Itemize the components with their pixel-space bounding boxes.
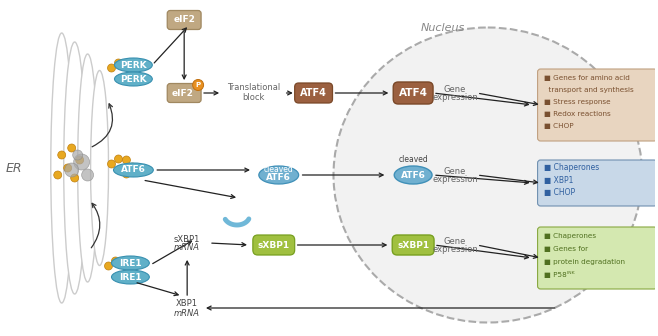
Ellipse shape xyxy=(114,72,152,86)
Text: ■ Genes for: ■ Genes for xyxy=(544,246,588,252)
Text: ATF4: ATF4 xyxy=(300,88,327,98)
Circle shape xyxy=(82,169,93,181)
Circle shape xyxy=(122,60,130,68)
Circle shape xyxy=(120,272,128,280)
FancyBboxPatch shape xyxy=(295,83,332,103)
Text: P: P xyxy=(195,82,201,88)
Circle shape xyxy=(126,265,134,273)
FancyBboxPatch shape xyxy=(538,69,657,141)
Text: ATF6: ATF6 xyxy=(401,170,426,179)
Text: ■ P58ᴵᴺᴷ: ■ P58ᴵᴺᴷ xyxy=(544,271,574,279)
Circle shape xyxy=(114,155,122,163)
Circle shape xyxy=(105,262,113,270)
Circle shape xyxy=(193,80,203,90)
Text: ■ protein degradation: ■ protein degradation xyxy=(544,259,624,265)
Circle shape xyxy=(58,151,66,159)
Circle shape xyxy=(70,174,79,182)
Text: eIF2: eIF2 xyxy=(171,88,193,97)
Text: ■ Chaperones: ■ Chaperones xyxy=(544,164,599,172)
Text: IRE1: IRE1 xyxy=(119,258,141,267)
Text: block: block xyxy=(243,93,265,102)
Text: PERK: PERK xyxy=(120,75,147,84)
Circle shape xyxy=(122,156,130,164)
Text: expression: expression xyxy=(432,93,478,102)
Text: XBP1: XBP1 xyxy=(176,299,198,308)
Text: sXBP1: sXBP1 xyxy=(258,241,290,250)
Ellipse shape xyxy=(51,33,72,303)
Ellipse shape xyxy=(114,58,152,72)
Circle shape xyxy=(128,67,136,75)
Circle shape xyxy=(64,163,79,177)
Text: ■ XBP1: ■ XBP1 xyxy=(544,175,573,184)
Text: ■ Stress response: ■ Stress response xyxy=(544,99,610,105)
Circle shape xyxy=(122,74,130,82)
Text: sXBP1: sXBP1 xyxy=(397,241,429,250)
Text: transport and synthesis: transport and synthesis xyxy=(544,87,633,93)
Ellipse shape xyxy=(113,163,153,177)
Circle shape xyxy=(72,150,83,160)
Ellipse shape xyxy=(111,270,149,284)
Ellipse shape xyxy=(259,166,299,184)
Text: cleaved: cleaved xyxy=(264,165,293,173)
Circle shape xyxy=(128,163,136,171)
Text: mRNA: mRNA xyxy=(174,308,200,318)
Text: ■ CHOP: ■ CHOP xyxy=(544,187,574,197)
FancyBboxPatch shape xyxy=(393,82,433,104)
Circle shape xyxy=(54,171,62,179)
Text: PERK: PERK xyxy=(120,60,147,70)
FancyBboxPatch shape xyxy=(538,160,657,206)
Text: expression: expression xyxy=(432,175,478,184)
Circle shape xyxy=(68,144,76,152)
Text: Gene: Gene xyxy=(443,237,466,246)
Circle shape xyxy=(107,160,116,168)
FancyBboxPatch shape xyxy=(253,235,295,255)
Text: ■ CHOP: ■ CHOP xyxy=(544,123,573,129)
Ellipse shape xyxy=(64,42,86,294)
FancyBboxPatch shape xyxy=(538,227,657,289)
Text: ATF6: ATF6 xyxy=(121,166,146,174)
Circle shape xyxy=(76,156,84,164)
Circle shape xyxy=(107,64,116,72)
Ellipse shape xyxy=(78,54,97,282)
Text: ■ Genes for amino acid: ■ Genes for amino acid xyxy=(544,75,630,81)
FancyBboxPatch shape xyxy=(167,10,201,30)
Text: Nucleus: Nucleus xyxy=(421,23,465,33)
Text: IRE1: IRE1 xyxy=(119,272,141,282)
Text: sXBP1: sXBP1 xyxy=(174,235,200,244)
Text: cleaved: cleaved xyxy=(398,156,428,165)
Text: Translational: Translational xyxy=(227,84,280,92)
Ellipse shape xyxy=(334,28,642,323)
Text: Gene: Gene xyxy=(443,84,466,93)
Circle shape xyxy=(122,170,130,178)
Text: ■ Chaperones: ■ Chaperones xyxy=(544,233,595,239)
Text: ATF4: ATF4 xyxy=(399,88,428,98)
FancyBboxPatch shape xyxy=(167,84,201,102)
Circle shape xyxy=(111,257,120,265)
FancyBboxPatch shape xyxy=(392,235,434,255)
Text: eIF2: eIF2 xyxy=(173,15,195,25)
Circle shape xyxy=(120,258,128,266)
Text: ■ Redox reactions: ■ Redox reactions xyxy=(544,111,611,117)
Ellipse shape xyxy=(394,166,432,184)
Text: mRNA: mRNA xyxy=(174,244,200,252)
Ellipse shape xyxy=(111,256,149,270)
Text: ER: ER xyxy=(6,162,22,174)
Ellipse shape xyxy=(91,71,109,265)
Circle shape xyxy=(114,59,122,67)
Text: ATF6: ATF6 xyxy=(266,172,291,181)
Circle shape xyxy=(74,154,89,170)
Text: expression: expression xyxy=(432,246,478,254)
Circle shape xyxy=(64,164,72,172)
Text: Gene: Gene xyxy=(443,167,466,175)
